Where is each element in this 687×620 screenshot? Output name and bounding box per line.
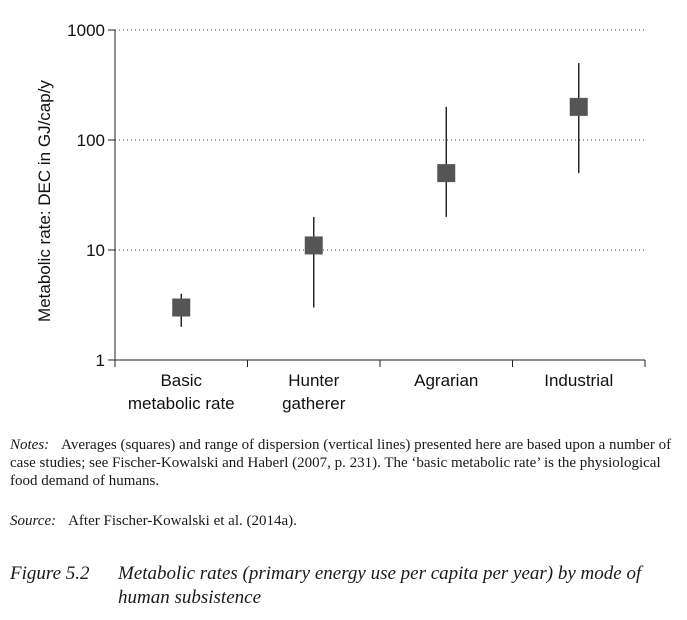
gridlines (115, 29, 645, 251)
source-text: After Fischer-Kowalski et al. (2014a). (68, 513, 297, 529)
x-category-label: metabolic rate (128, 394, 235, 413)
y-tick-label: 1000 (67, 21, 105, 40)
average-square-marker (304, 236, 323, 255)
source: Source: After Fischer-Kowalski et al. (20… (10, 512, 297, 530)
figure-caption: Figure 5.2 Metabolic rates (primary energ… (10, 562, 678, 610)
axes (114, 30, 646, 367)
x-categories: Basic metabolic rate Hunter gatherer Agraria… (128, 371, 613, 413)
figure-number: Figure 5.2 (10, 563, 90, 584)
y-tick-label: 1 (96, 351, 105, 370)
metabolic-rate-chart: 1 10 100 1000 Basic metabolic rate Hunter gath… (35, 21, 646, 413)
notes-label: Notes: (10, 437, 50, 453)
x-category-label: gatherer (282, 394, 346, 413)
average-square-marker (172, 298, 191, 317)
x-category-label: Hunter (288, 371, 339, 390)
figure-caption-text: Metabolic rates (primary energy use per … (118, 563, 642, 608)
average-square-marker (437, 164, 456, 183)
x-category-label: Agrarian (414, 371, 478, 390)
source-label: Source: (10, 513, 57, 529)
x-category-label: Industrial (544, 371, 613, 390)
average-square-marker (569, 97, 588, 116)
data-marks (172, 63, 588, 327)
y-tick-label: 100 (77, 131, 105, 150)
y-ticks: 1 10 100 1000 (67, 21, 115, 370)
y-tick-label: 10 (86, 241, 105, 260)
notes-text: Averages (squares) and range of dispersi… (10, 437, 672, 489)
notes: Notes: Averages (squares) and range of di… (10, 436, 678, 490)
x-category-label: Basic (160, 371, 202, 390)
y-axis-label: Metabolic rate: DEC in GJ/cap/y (35, 80, 54, 322)
